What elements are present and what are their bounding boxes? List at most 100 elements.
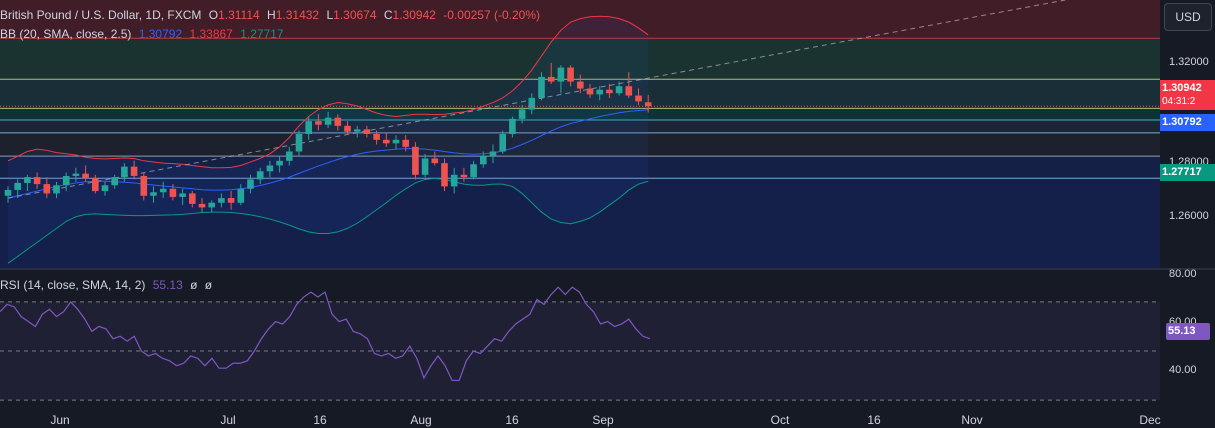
candle-body	[470, 164, 477, 178]
candle	[644, 94, 652, 113]
candle	[169, 184, 177, 201]
candle-body	[450, 174, 458, 187]
candle	[606, 83, 613, 98]
low-value: 1.30674	[333, 8, 377, 22]
candle	[363, 125, 371, 138]
change-value: -0.00257 (-0.20%)	[443, 8, 541, 22]
candle-body	[72, 173, 80, 176]
candle	[450, 167, 458, 194]
candle-body	[198, 203, 206, 208]
candle	[53, 181, 60, 199]
candle-body	[24, 177, 31, 183]
candle	[237, 184, 245, 206]
time-axis-label: Jul	[220, 413, 235, 427]
rsi-extra-2: ø	[204, 278, 213, 292]
candle-body	[189, 193, 196, 204]
candle-body	[130, 166, 138, 176]
rsi-axis-label: 80.00	[1169, 268, 1197, 280]
candle	[344, 121, 351, 136]
candle-body	[179, 193, 186, 197]
candle	[218, 193, 225, 208]
candle	[315, 114, 322, 131]
candle	[111, 174, 118, 189]
time-axis-label: Jun	[50, 413, 69, 427]
candle	[208, 200, 215, 213]
candle	[295, 130, 303, 157]
candle	[82, 165, 89, 182]
candle-body	[53, 185, 60, 194]
candle	[4, 186, 12, 203]
candle	[227, 191, 235, 210]
time-axis-label: 16	[313, 413, 327, 427]
price-zone	[0, 178, 1160, 268]
candle-body	[373, 134, 380, 140]
candle	[441, 158, 448, 192]
rsi-value: 55.13	[152, 278, 183, 292]
bb-label: BB (20, SMA, close, 2.5)	[0, 27, 132, 41]
candle	[547, 62, 555, 84]
candle	[528, 93, 536, 115]
candle-body	[586, 88, 594, 95]
symbol-legend: British Pound / U.S. Dollar, 1D, FXCM O1…	[0, 8, 544, 22]
candle	[489, 144, 497, 164]
candle-body	[305, 121, 312, 134]
candle-body	[460, 174, 468, 178]
time-axis-label: 16	[505, 413, 519, 427]
candle	[121, 163, 128, 182]
candle	[402, 135, 409, 152]
candle-body	[334, 117, 342, 126]
candle-body	[237, 188, 245, 203]
candle	[615, 81, 623, 96]
high-label: H	[267, 8, 276, 22]
candle	[159, 181, 167, 199]
candle	[324, 111, 332, 129]
open-label: O	[208, 8, 219, 22]
candle-body	[421, 158, 429, 175]
candle	[189, 191, 196, 208]
candle-body	[644, 102, 652, 107]
candle-body	[92, 178, 99, 192]
candle	[586, 83, 594, 98]
candle	[92, 174, 99, 194]
currency-button[interactable]: USD	[1164, 3, 1212, 31]
candle-body	[169, 188, 177, 197]
candle	[480, 151, 487, 168]
bb-lower-value: 1.27717	[240, 27, 284, 41]
candle-body	[33, 177, 41, 185]
candle-body	[499, 134, 506, 152]
candle	[276, 156, 283, 173]
candle	[470, 160, 477, 180]
candle-body	[412, 146, 419, 175]
candle-body	[266, 165, 274, 172]
last-price-tag: 1.30942 04:31:2	[1160, 80, 1215, 110]
candle-body	[441, 163, 448, 187]
candle-body	[159, 188, 167, 193]
candle-body	[111, 177, 118, 186]
candle	[14, 179, 21, 199]
candle-body	[606, 89, 613, 94]
candle	[499, 130, 506, 154]
candle-body	[509, 118, 516, 134]
candle	[518, 104, 526, 124]
candle-body	[567, 67, 574, 82]
bb-lower-tag: 1.27717	[1160, 164, 1215, 181]
candle	[140, 172, 148, 201]
candle-body	[363, 129, 371, 134]
candle-body	[227, 198, 235, 203]
price-zone	[0, 132, 1160, 157]
price-zone	[0, 38, 1160, 80]
candle-body	[218, 198, 225, 203]
candle-body	[286, 151, 293, 161]
candle-body	[208, 202, 215, 208]
candle-body	[62, 175, 70, 186]
open-value: 1.31114	[218, 8, 260, 22]
candle-body	[518, 109, 526, 119]
candle	[635, 88, 642, 105]
candle	[101, 181, 109, 196]
candle	[373, 130, 380, 145]
high-value: 1.31432	[275, 8, 320, 22]
bb-basis-tag: 1.30792	[1160, 114, 1215, 131]
candle-body	[615, 86, 623, 94]
